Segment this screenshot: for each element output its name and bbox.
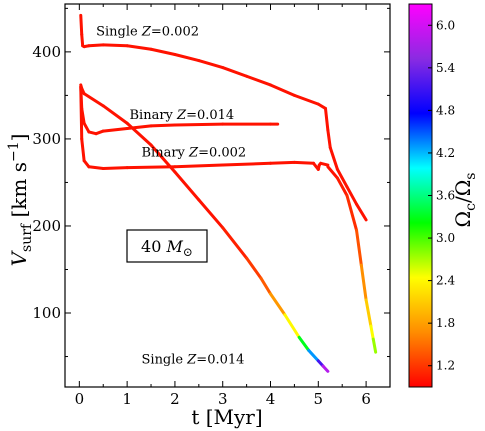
colorbar-tick-label: 5.4 [436, 61, 455, 75]
series-segment [101, 43, 129, 48]
mass-label: 40 M⊙ [141, 237, 193, 259]
series-segment [79, 85, 84, 141]
series-segment [319, 161, 330, 167]
series-segment [269, 292, 287, 317]
series-line [79, 83, 330, 373]
series-segment [87, 43, 105, 48]
series-segment [269, 160, 296, 165]
series-segment [125, 165, 177, 170]
series-segment [80, 32, 85, 48]
colorbar-tick-label: 3.0 [436, 231, 455, 245]
series-segment [82, 121, 91, 134]
colorbar-tick-label: 3.6 [436, 189, 455, 203]
series-segment [221, 226, 249, 260]
series-segment [328, 146, 339, 171]
svg-text:Vsurf [km s−1]: Vsurf [km s−1] [6, 134, 35, 267]
series-segment [173, 52, 201, 63]
y-tick-label: 300 [32, 130, 61, 148]
curve-label: Single Z=0.014 [142, 353, 245, 368]
series-segment [125, 121, 153, 147]
series-segment [283, 313, 301, 339]
series-segment [355, 202, 368, 222]
series-segment [197, 198, 225, 230]
series-segment [259, 276, 273, 296]
svg-text:Ωc/Ωs: Ωc/Ωs [451, 173, 479, 228]
colorbar-tick-label: 4.2 [436, 146, 455, 160]
colorbar-tick-label: 1.8 [436, 316, 455, 330]
x-tick-label: 3 [218, 390, 228, 408]
colorbar-tick-label: 6.0 [436, 18, 455, 32]
curve-label: Binary Z=0.014 [130, 108, 235, 123]
series-segment [101, 166, 129, 171]
series-segment [87, 165, 105, 171]
series-segment [149, 123, 177, 128]
series-segment [359, 263, 368, 302]
mass-label-box: 40 M⊙ [126, 229, 208, 263]
colorbar-tick-label: 4.8 [436, 103, 455, 117]
colorbar-tick-label: 2.4 [436, 274, 455, 288]
series-segment [80, 137, 86, 163]
series-segment [307, 348, 320, 363]
x-tick-label: 5 [314, 390, 324, 408]
y-tick-label: 400 [32, 43, 61, 61]
series-segment [345, 194, 359, 232]
series-segment [101, 126, 129, 133]
series-segment [221, 161, 273, 167]
x-tick-label: 6 [361, 390, 371, 408]
series-segment [369, 324, 375, 341]
series-segment [292, 160, 316, 165]
series-line [79, 13, 368, 222]
x-tick-label: 0 [75, 390, 85, 408]
x-tick-label: 1 [122, 390, 132, 408]
series-segment [173, 163, 225, 169]
series-segment [101, 104, 129, 125]
y-tick-label: 200 [32, 217, 61, 235]
series-segment [221, 66, 249, 78]
series-segment [269, 83, 296, 97]
series-segment [245, 74, 273, 87]
series-segment [355, 228, 363, 267]
series-segment [297, 335, 311, 352]
series-segment [245, 256, 263, 280]
series-segment [149, 143, 177, 174]
series-segment [335, 167, 349, 189]
series-segment [364, 298, 373, 328]
series-segment [292, 93, 320, 106]
y-tick-label: 100 [32, 304, 61, 322]
colorbar-title: Ωc/Ωs [451, 173, 479, 228]
series-segment [197, 59, 225, 70]
series-segment [326, 165, 339, 180]
series-line [79, 85, 330, 171]
x-tick-label: 4 [266, 390, 276, 408]
series-segment [326, 128, 332, 150]
series-segment [321, 364, 330, 373]
colorbar-tick-label: 1.2 [436, 359, 455, 373]
series-line [326, 165, 378, 354]
series-segment [125, 44, 153, 51]
series-segment [173, 122, 225, 127]
series-segment [79, 13, 84, 36]
x-tick-label: 2 [170, 390, 180, 408]
y-axis-title: Vsurf [km s−1] [6, 134, 35, 267]
series-segment [149, 47, 177, 56]
curve-label: Binary Z=0.002 [142, 145, 247, 160]
series-segment [371, 337, 378, 354]
series-segment [82, 92, 105, 108]
series-segment [173, 170, 201, 202]
plot-frame [64, 3, 391, 388]
series-segment [345, 185, 359, 206]
series-segment [335, 176, 349, 197]
x-axis-title: t [Myr] [191, 405, 262, 429]
curve-label: Single Z=0.002 [96, 24, 199, 39]
series-segment [323, 106, 330, 132]
